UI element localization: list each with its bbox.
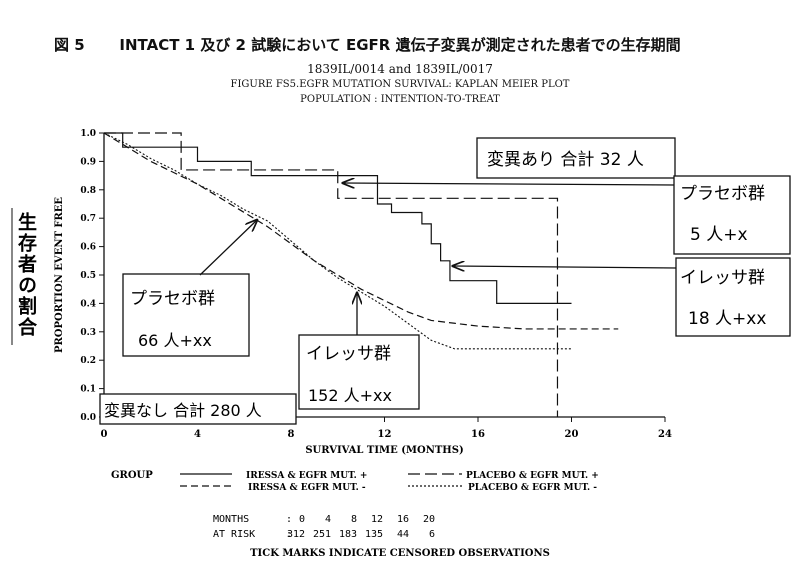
y-tick-label: 0.2 [80, 356, 96, 366]
figure-label: 図 5 [54, 36, 85, 54]
iressa-pos-label: イレッサ群 [680, 268, 765, 288]
y-tick-label: 0.5 [80, 271, 96, 281]
y-tick-label: 0.3 [80, 328, 96, 338]
legend: GROUP IRESSA & EGFR MUT. + PLACEBO & EGF… [111, 470, 599, 493]
legend-label-iressa-pos: IRESSA & EGFR MUT. + [246, 471, 367, 481]
study-ids: 1839IL/0014 and 1839IL/0017 [307, 62, 493, 76]
placebo-neg-box [122, 273, 250, 357]
arrow-placebo-pos [343, 183, 675, 185]
y-tick-label: 0.4 [80, 299, 96, 309]
series-line-3 [103, 132, 619, 330]
mutation-negative-total: 変異なし 合計 280 人 [104, 401, 262, 420]
months-colon: : [286, 514, 292, 525]
series-line-1 [104, 132, 572, 304]
at-risk-colon: : [286, 529, 292, 540]
y-tick-label: 0.9 [80, 157, 96, 167]
iressa-neg-count: 152 人+xx [308, 386, 392, 405]
months-cell: 0 [299, 514, 305, 525]
arrow-placebo-neg [199, 220, 257, 276]
at-risk-cell: 44 [397, 529, 409, 540]
x-tick-label: 12 [378, 429, 392, 440]
x-tick-label: 8 [288, 429, 295, 440]
at-risk-label: AT RISK [213, 529, 255, 540]
x-axis-label: SURVIVAL TIME (MONTHS) [305, 445, 463, 456]
months-label: MONTHS [213, 514, 249, 525]
placebo-neg-count: 66 人+xx [138, 331, 212, 350]
series-line-2 [104, 132, 559, 417]
x-tick-label: 20 [565, 429, 579, 440]
y-axis-label: PROPORTION EVENT FREE [54, 197, 65, 353]
x-tick-label: 0 [101, 429, 108, 440]
months-cell: 20 [423, 514, 435, 525]
iressa-pos-count: 18 人+xx [688, 309, 766, 329]
at-risk-cell: 251 [313, 529, 331, 540]
months-cell: 4 [325, 514, 331, 525]
figure-title: 図 5 INTACT 1 及び 2 試験において EGFR 遺伝子変異が測定され… [0, 34, 800, 55]
mutation-positive-box [476, 137, 676, 179]
months-cell: 12 [371, 514, 383, 525]
placebo-pos-box [673, 175, 791, 255]
series-group [103, 132, 619, 417]
mutation-positive-total: 変異あり 合計 32 人 [487, 150, 644, 170]
legend-group-label: GROUP [111, 470, 153, 481]
iressa-neg-label: イレッサ群 [306, 344, 391, 364]
at-risk-cell: 135 [365, 529, 383, 540]
at-risk-cell: 312 [287, 529, 305, 540]
at-risk-cells: 0 4 8 12 16 20 312 251 183 135 44 6 [287, 514, 435, 540]
x-tick-label: 4 [194, 429, 201, 440]
legend-label-placebo-pos: PLACEBO & EGFR MUT. + [466, 471, 599, 481]
legend-label-placebo-neg: PLACEBO & EGFR MUT. - [468, 483, 597, 493]
months-cell: 8 [351, 514, 357, 525]
legend-label-iressa-neg: IRESSA & EGFR MUT. - [248, 483, 366, 493]
y-tick-label: 0.0 [80, 413, 96, 423]
at-risk-table: MONTHS : AT RISK : 0 4 8 12 16 20 312 251 183 135… [213, 514, 435, 540]
x-tick-label: 16 [471, 429, 485, 440]
placebo-neg-label: プラセボ群 [130, 289, 215, 309]
series-line-4 [103, 132, 572, 350]
side-label: 生存者の割合 [15, 211, 37, 338]
iressa-neg-box [298, 334, 420, 410]
placebo-pos-label: プラセボ群 [680, 184, 765, 204]
at-risk-cell: 6 [429, 529, 435, 540]
y-tick-label: 0.7 [80, 214, 96, 224]
x-tick-label: 24 [658, 429, 672, 440]
y-tick-label: 0.6 [80, 243, 96, 253]
y-tick-label: 0.8 [80, 186, 96, 196]
at-risk-cell: 183 [339, 529, 357, 540]
arrow-iressa-pos [453, 266, 677, 268]
figure-subtitle: FIGURE FS5.EGFR MUTATION SURVIVAL: KAPLA… [230, 79, 570, 90]
y-tick-label: 1.0 [80, 129, 96, 139]
population-label: POPULATION : INTENTION-TO-TREAT [300, 94, 500, 105]
placebo-pos-count: 5 人+x [690, 225, 748, 245]
y-tick-label: 0.1 [80, 385, 96, 395]
figure-title-text: INTACT 1 及び 2 試験において EGFR 遺伝子変異が測定された患者で… [119, 36, 681, 54]
iressa-pos-box [675, 257, 791, 337]
mutation-negative-box [99, 393, 297, 425]
axes: 0 4 8 12 16 20 24 0.0 0.1 0.2 0.3 0.4 0.5 0.6 0.7 0.8 0.… [54, 129, 672, 456]
footnote: TICK MARKS INDICATE CENSORED OBSERVATION… [250, 548, 550, 559]
months-cell: 16 [397, 514, 409, 525]
